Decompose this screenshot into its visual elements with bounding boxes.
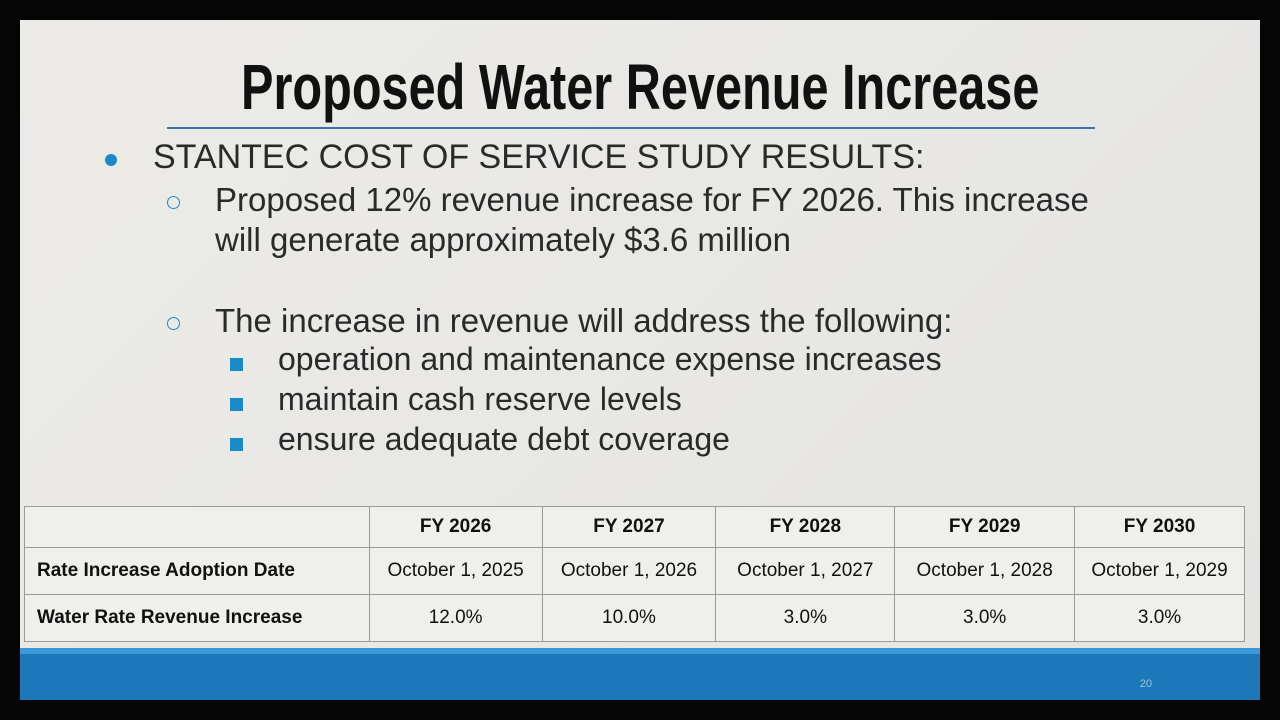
sub-bullet-dot xyxy=(167,317,180,330)
item-marker xyxy=(230,358,243,371)
cell: 12.0% xyxy=(368,594,543,642)
bullet: STANTEC COST OF SERVICE STUDY RESULTS: xyxy=(153,138,925,176)
row-header: Rate Increase Adoption Date xyxy=(24,547,370,595)
column-header: FY 2027 xyxy=(541,506,717,548)
rate-table: FY 2026 FY 2027 FY 2028 FY 2029 FY 2030 Rate … xyxy=(24,506,1245,642)
corner-cell xyxy=(24,506,370,548)
cell: 10.0% xyxy=(541,594,717,642)
cell: October 1, 2027 xyxy=(715,547,896,595)
title-box: Proposed Water Revenue Increase xyxy=(20,50,1260,124)
item: operation and maintenance expense increa… xyxy=(278,341,942,377)
column-header: FY 2030 xyxy=(1074,506,1245,548)
row-header: Water Rate Revenue Increase xyxy=(24,594,370,642)
cell: October 1, 2025 xyxy=(368,547,543,595)
column-header: FY 2029 xyxy=(894,506,1076,548)
title: Proposed Water Revenue Increase xyxy=(240,51,1040,123)
cell: October 1, 2029 xyxy=(1074,547,1245,595)
page-number: 20 xyxy=(1139,678,1152,690)
column-header: FY 2026 xyxy=(368,506,543,548)
item-marker xyxy=(230,438,243,451)
table-row: Rate Increase Adoption Date October 1, 20… xyxy=(24,547,1245,595)
cell: October 1, 2028 xyxy=(894,547,1076,595)
sub-bullet: The increase in revenue will address the… xyxy=(215,302,953,339)
cell: 3.0% xyxy=(1074,594,1245,642)
title-rule xyxy=(167,127,1095,129)
table-row: Water Rate Revenue Increase 12.0% 10.0% 3.0… xyxy=(24,594,1245,642)
bullet-dot xyxy=(105,154,117,166)
footer-bar: 20 xyxy=(20,648,1260,700)
item: maintain cash reserve levels xyxy=(278,381,682,417)
cell: 3.0% xyxy=(715,594,896,642)
header-row: FY 2026 FY 2027 FY 2028 FY 2029 FY 2030 xyxy=(24,506,1245,548)
cell: October 1, 2026 xyxy=(541,547,717,595)
item: ensure adequate debt coverage xyxy=(278,421,730,457)
sub-bullet: Proposed 12% revenue increase for FY 202… xyxy=(215,181,1089,258)
sub-bullet-dot xyxy=(167,196,180,209)
item-marker xyxy=(230,398,243,411)
cell: 3.0% xyxy=(894,594,1076,642)
column-header: FY 2028 xyxy=(715,506,896,548)
slide: Proposed Water Revenue Increase STANTEC … xyxy=(20,20,1260,700)
